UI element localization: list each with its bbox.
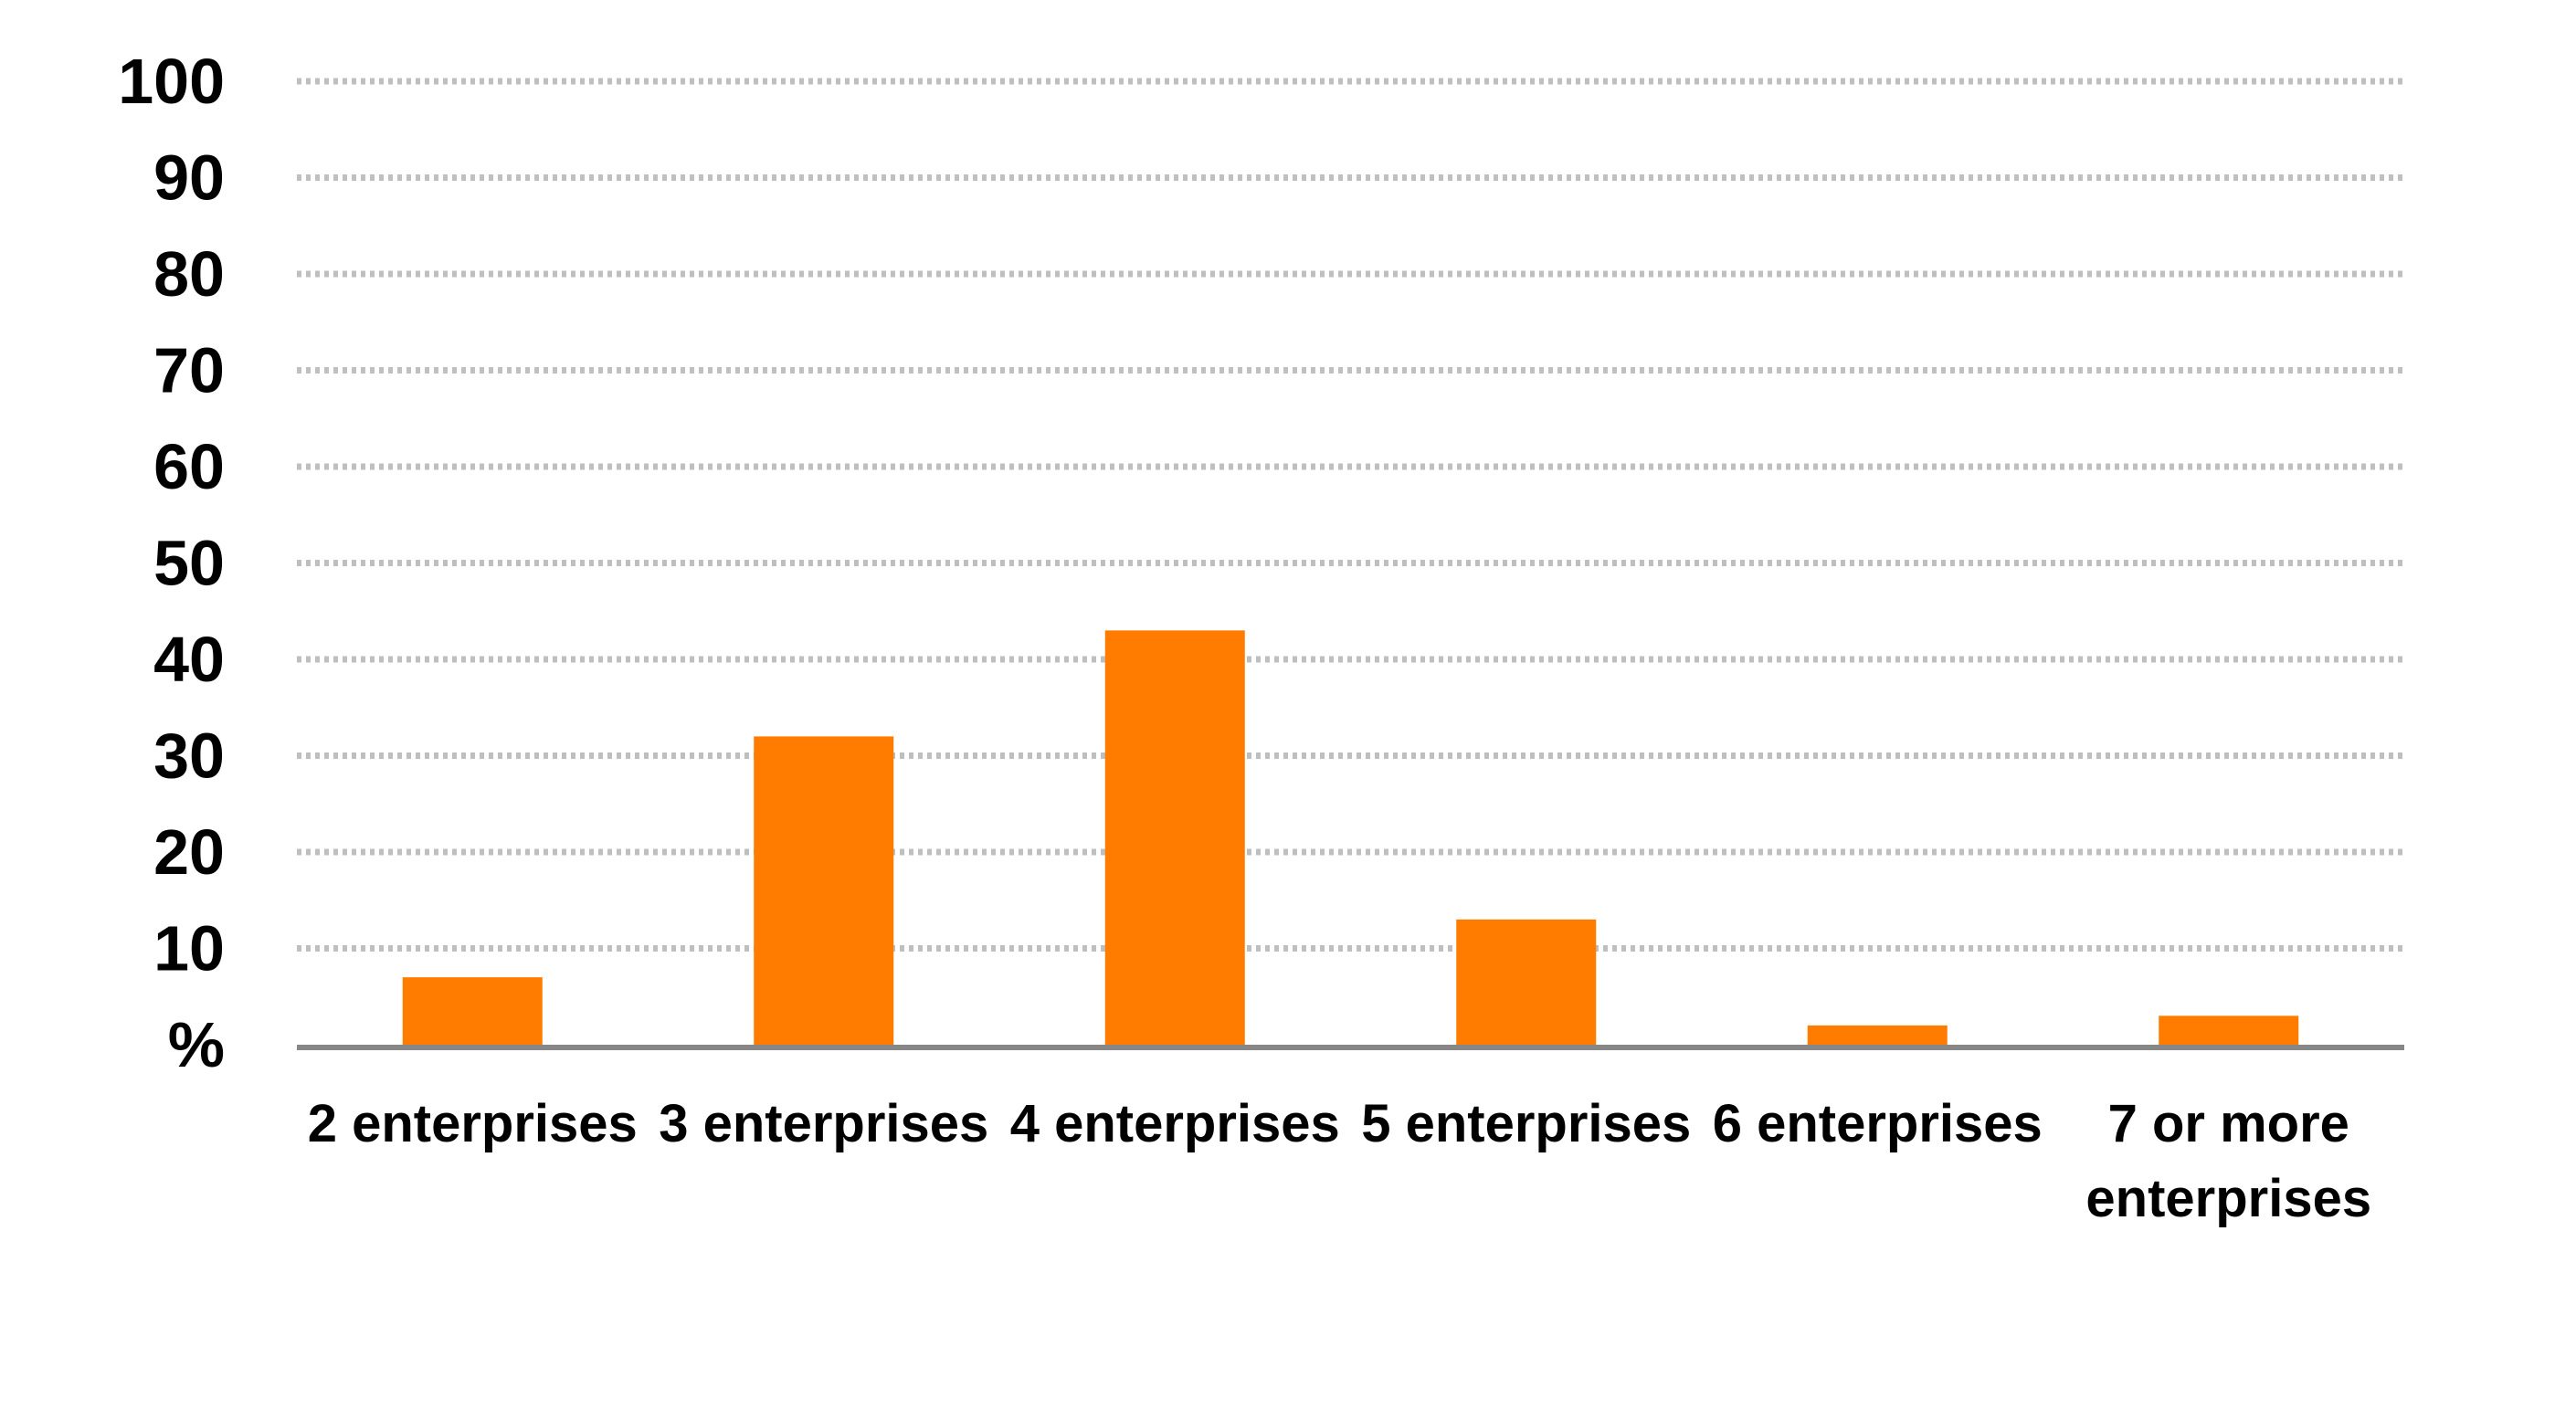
bar <box>754 736 894 1045</box>
y-axis-unit-label: % <box>168 1009 225 1080</box>
y-tick-label: 90 <box>153 142 225 214</box>
y-tick-label: 70 <box>153 335 225 406</box>
x-tick-labels: 2 enterprises 3 enterprises 4 enterprises 5… <box>308 1094 2371 1228</box>
bar <box>1104 630 1245 1045</box>
x-tick-label: 5 enterprises <box>1361 1094 1691 1153</box>
y-tick-label: 20 <box>153 816 225 888</box>
y-tick-label: 100 <box>118 46 225 117</box>
y-tick-label: 40 <box>153 624 225 695</box>
bars <box>402 630 2299 1045</box>
x-tick-label: 2 enterprises <box>308 1094 638 1153</box>
y-tick-label: 10 <box>153 913 225 984</box>
x-tick-label: 6 enterprises <box>1713 1094 2043 1153</box>
y-tick-label: 50 <box>153 528 225 599</box>
y-tick-labels: 100 90 80 70 60 50 40 30 20 10 <box>118 46 225 984</box>
y-tick-label: 60 <box>153 431 225 502</box>
bar <box>2159 1015 2299 1045</box>
x-tick-label: 7 or more <box>2108 1094 2349 1153</box>
bar <box>402 977 543 1045</box>
y-tick-label: 80 <box>153 238 225 310</box>
x-tick-label: 3 enterprises <box>659 1094 988 1153</box>
x-tick-label: 4 enterprises <box>1010 1094 1340 1153</box>
bar <box>1807 1025 1948 1045</box>
y-tick-label: 30 <box>153 721 225 792</box>
x-tick-label: enterprises <box>2085 1169 2371 1228</box>
bar <box>1456 919 1597 1045</box>
gridlines <box>297 78 2404 952</box>
